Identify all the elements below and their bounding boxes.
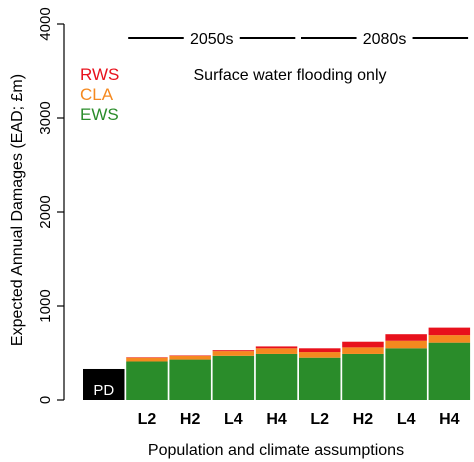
bar-rws-6 <box>342 341 384 348</box>
y-tick-label: 2000 <box>37 195 54 228</box>
y-tick-label: 0 <box>37 396 54 404</box>
bars: PD <box>83 327 471 400</box>
bar-rws-8 <box>428 327 471 336</box>
y-tick-label: 4000 <box>37 7 54 40</box>
y-axis: 0 1000 2000 3000 4000 <box>37 7 65 404</box>
annotation: Surface water flooding only <box>194 67 387 84</box>
bar-cla-2 <box>169 355 211 360</box>
bar-rws-4 <box>255 346 298 349</box>
x-tick-label: L4 <box>397 411 416 428</box>
x-tick-label: H4 <box>266 411 287 428</box>
bar-ews-5 <box>299 357 341 400</box>
bar-rws-5 <box>299 348 341 353</box>
bar-ews-2 <box>169 359 211 400</box>
x-tick-label: L4 <box>224 411 243 428</box>
y-tick-label: 1000 <box>37 289 54 322</box>
x-axis-label: Population and climate assumptions <box>148 442 404 459</box>
period-labels: 2050s 2080s <box>128 31 469 48</box>
x-tick-label: H2 <box>353 411 374 428</box>
bar-ews-3 <box>212 355 255 400</box>
x-tick-label: H2 <box>180 411 201 428</box>
bar-ews-7 <box>385 348 427 400</box>
legend-ews: EWS <box>80 105 119 124</box>
bar-ews-1 <box>126 361 168 400</box>
legend-cla: CLA <box>80 85 114 104</box>
bar-cla-5 <box>299 352 341 358</box>
x-tick-label: L2 <box>138 411 157 428</box>
bar-cla-7 <box>385 340 427 349</box>
period-label-2050s: 2050s <box>190 31 234 48</box>
y-axis-label: Expected Annual Damages (EAD; £m) <box>9 74 26 346</box>
bar-cla-6 <box>342 347 384 354</box>
bar-cla-4 <box>255 348 298 354</box>
bar-ews-6 <box>342 353 384 400</box>
bar-pd <box>83 368 125 400</box>
bar-rws-3 <box>212 350 255 352</box>
legend-rws: RWS <box>80 65 119 84</box>
bar-ews-8 <box>428 342 471 400</box>
x-tick-label: L2 <box>310 411 329 428</box>
x-tick-label: H4 <box>439 411 460 428</box>
x-tick-labels: L2 H2 L4 H4 L2 H2 L4 H4 <box>138 411 460 428</box>
bar-cla-8 <box>428 335 471 343</box>
bar-ews-4 <box>255 353 298 400</box>
bar-cla-3 <box>212 351 255 356</box>
period-label-2080s: 2080s <box>363 31 407 48</box>
y-tick-label: 3000 <box>37 101 54 134</box>
bar-rws-7 <box>385 334 427 341</box>
bar-cla-1 <box>126 357 168 362</box>
bar-label-pd: PD <box>93 382 114 399</box>
